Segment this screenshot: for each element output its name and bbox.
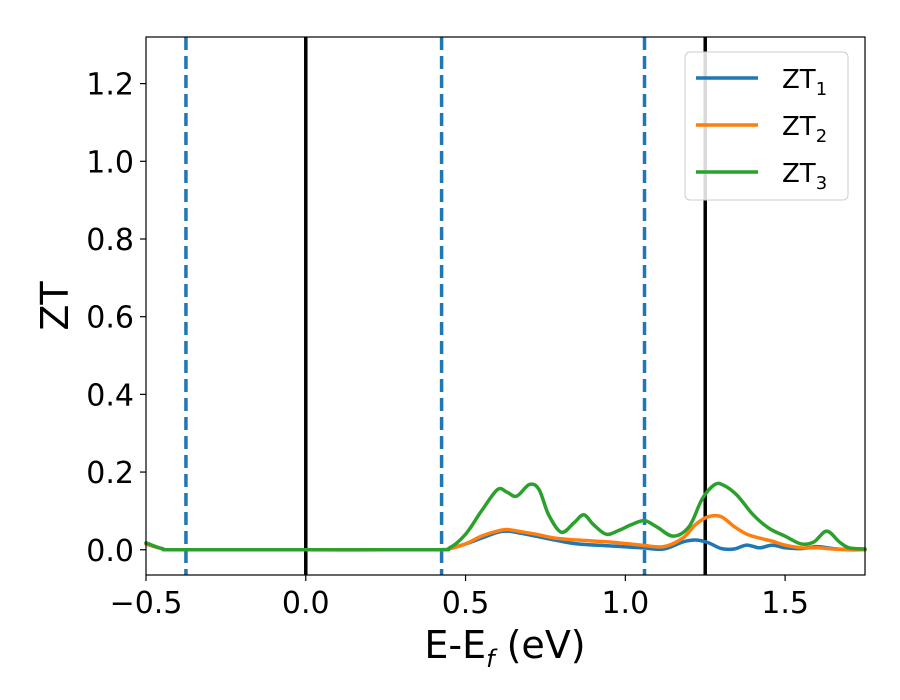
legend-label-zt1: ZT1 xyxy=(782,65,827,100)
plot-frame xyxy=(145,36,866,576)
x-tick-label: 0.5 xyxy=(442,586,490,621)
series-line-zt3 xyxy=(144,481,867,552)
y-axis-title: ZT xyxy=(33,281,77,331)
legend-label-zt3: ZT3 xyxy=(782,159,827,194)
y-tick-label: 1.2 xyxy=(86,68,134,103)
legend: ZT1 ZT2 ZT3 xyxy=(684,51,849,201)
x-tick-label: −0.5 xyxy=(110,586,183,621)
y-tick-label: 0.0 xyxy=(86,534,134,569)
x-axis-title: E-Ef (eV) xyxy=(424,623,585,673)
x-tick-label: 1.5 xyxy=(761,586,809,621)
series-lines xyxy=(144,481,867,552)
x-axis-ticks: −0.5 0.0 0.5 1.0 1.5 xyxy=(110,575,809,621)
y-tick-label: 0.8 xyxy=(86,223,134,258)
x-tick-label: 0.0 xyxy=(282,586,330,621)
y-axis-ticks: 0.0 0.2 0.4 0.6 0.8 1.0 1.2 xyxy=(86,68,146,569)
legend-label-zt2: ZT2 xyxy=(782,112,827,147)
y-tick-label: 0.4 xyxy=(86,378,134,413)
x-tick-label: 1.0 xyxy=(601,586,649,621)
y-tick-label: 1.0 xyxy=(86,145,134,180)
legend-box xyxy=(684,51,849,201)
y-tick-label: 0.2 xyxy=(86,456,134,491)
y-tick-label: 0.6 xyxy=(86,301,134,336)
